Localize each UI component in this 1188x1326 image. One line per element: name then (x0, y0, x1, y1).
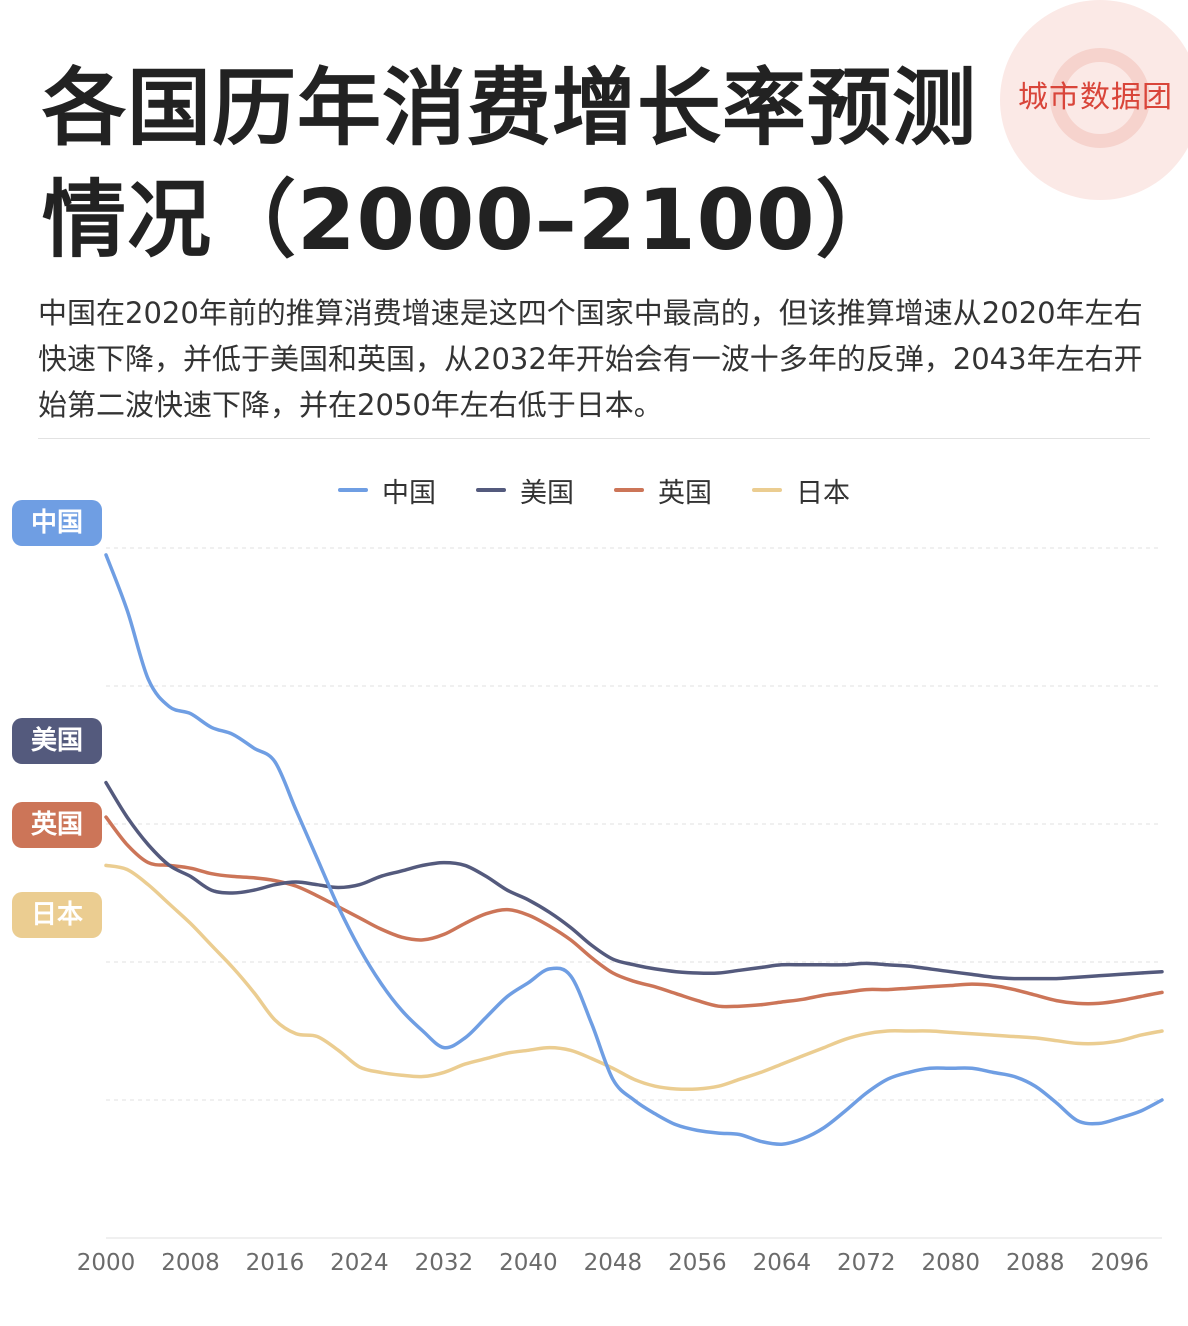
legend-swatch-japan (752, 488, 782, 492)
legend-swatch-china (338, 488, 368, 492)
chart-title: 各国历年消费增长率预测情况（2000–2100） (42, 59, 978, 269)
chart-legend: 中国 美国 英国 日本 (0, 470, 1188, 510)
x-tick-label: 2024 (330, 1250, 389, 1276)
x-tick-label: 2088 (1006, 1250, 1065, 1276)
x-tick-label: 2000 (77, 1250, 136, 1276)
legend-item-japan: 日本 (752, 470, 850, 510)
series-tag-china: 中国 (12, 499, 102, 546)
x-tick-label: 2064 (753, 1250, 812, 1276)
divider (38, 438, 1150, 439)
series-line-china (104, 553, 1164, 1147)
x-tick-label: 2032 (415, 1250, 474, 1276)
series-tag-japan: 日本 (12, 892, 102, 939)
series-tag-uk: 英国 (12, 802, 102, 849)
legend-swatch-usa (476, 488, 506, 492)
legend-label-china: 中国 (382, 477, 436, 509)
x-tick-label: 2040 (499, 1250, 558, 1276)
brand-name: 城市数据团 (1018, 80, 1173, 115)
brand-logo (1000, 0, 1188, 200)
legend-item-uk: 英国 (614, 470, 712, 510)
x-tick-label: 2080 (922, 1250, 981, 1276)
chart-description: 中国在2020年前的推算消费增速是这四个国家中最高的，但该推算增速从2020年左… (38, 296, 1143, 422)
x-tick-label: 2048 (584, 1250, 643, 1276)
legend-swatch-uk (614, 488, 644, 492)
x-tick-label: 2016 (246, 1250, 305, 1276)
legend-label-usa: 美国 (520, 477, 574, 509)
legend-label-uk: 英国 (658, 477, 712, 509)
legend-item-china: 中国 (338, 470, 436, 510)
x-tick-label: 2072 (837, 1250, 896, 1276)
series-line-japan (104, 863, 1164, 1092)
x-tick-label: 2096 (1090, 1250, 1149, 1276)
legend-label-japan: 日本 (796, 477, 850, 509)
series-line-usa (104, 780, 1164, 981)
x-tick-label: 2056 (668, 1250, 727, 1276)
x-tick-label: 2008 (161, 1250, 220, 1276)
legend-item-usa: 美国 (476, 470, 574, 510)
series-tag-usa: 美国 (12, 717, 102, 764)
